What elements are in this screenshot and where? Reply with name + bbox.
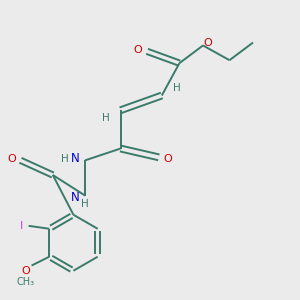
Text: O: O <box>134 45 142 55</box>
Text: H: H <box>172 83 180 93</box>
Text: H: H <box>102 112 110 123</box>
Text: I: I <box>20 221 23 231</box>
Text: H: H <box>61 154 68 164</box>
Text: O: O <box>163 154 172 164</box>
Text: N: N <box>70 190 79 204</box>
Text: O: O <box>21 266 30 277</box>
Text: O: O <box>7 154 16 164</box>
Text: N: N <box>70 152 79 165</box>
Text: H: H <box>81 200 89 209</box>
Text: CH₃: CH₃ <box>16 277 35 287</box>
Text: O: O <box>203 38 212 47</box>
